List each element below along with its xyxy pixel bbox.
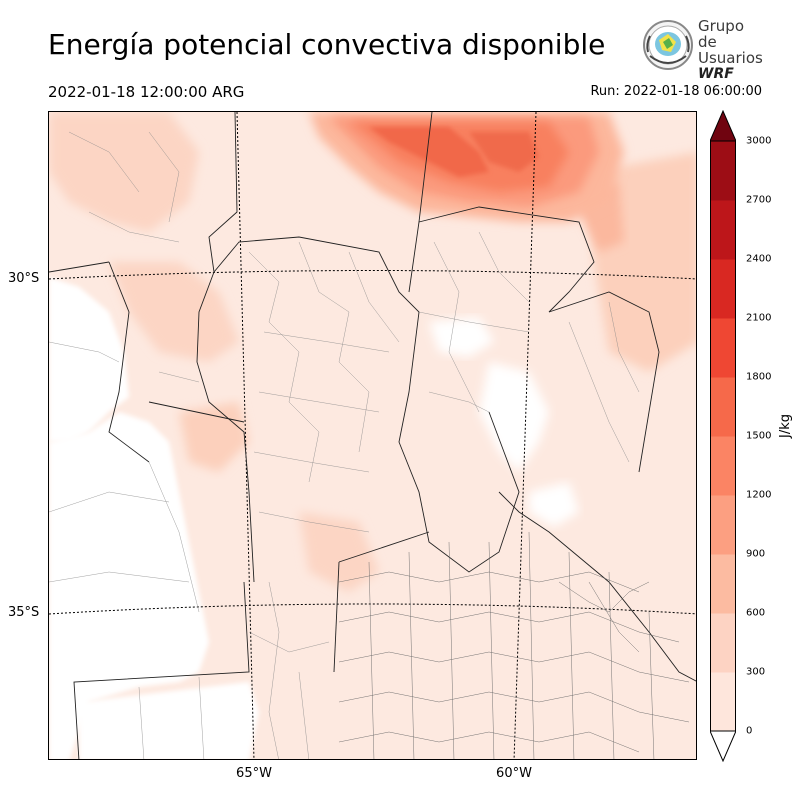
logo-line-3: WRF <box>698 66 734 82</box>
colorbar-tick-label: 3000 <box>746 135 772 147</box>
colorbar-tick-label: 0 <box>746 725 753 737</box>
logo-emblem-icon <box>643 20 693 70</box>
colorbar-band <box>710 141 736 201</box>
colorbar-over-extension <box>709 109 737 142</box>
colorbar-tick-label: 1500 <box>746 430 772 442</box>
latitude-label-35s: 35°S <box>8 605 40 620</box>
colorbar-under-extension <box>709 730 737 763</box>
colorbar-band <box>710 613 736 673</box>
wrf-group-logo: Grupo de Usuarios WRF <box>638 18 763 82</box>
colorbar-tick-label: 1200 <box>746 489 772 501</box>
colorbar-tick-label: 2700 <box>746 194 772 206</box>
colorbar-tick-label: 2400 <box>746 253 772 265</box>
colorbar-band <box>710 672 736 732</box>
colorbar-tick-label: 600 <box>746 607 766 619</box>
colorbar-band <box>710 495 736 555</box>
latitude-label-30s: 30°S <box>8 271 40 286</box>
valid-time-label: 2022-01-18 12:00:00 ARG <box>48 83 245 101</box>
logo-line-2: Usuarios <box>698 49 763 67</box>
colorbar-tick-label: 1800 <box>746 371 772 383</box>
colorbar-outline <box>710 140 736 732</box>
map-title: Energía potencial convectiva disponible <box>48 28 606 61</box>
colorbar-band <box>710 377 736 437</box>
longitude-label-65w: 65°W <box>236 766 272 781</box>
longitude-label-60w: 60°W <box>496 766 532 781</box>
cape-map <box>48 111 697 760</box>
colorbar-band <box>710 259 736 319</box>
colorbar-band <box>710 436 736 496</box>
colorbar-band <box>710 318 736 378</box>
run-time-label: Run: 2022-01-18 06:00:00 <box>590 84 762 99</box>
colorbar-scale <box>709 109 740 763</box>
colorbar-band <box>710 200 736 260</box>
colorbar-tick-label: 900 <box>746 548 766 560</box>
colorbar-tick-label: 300 <box>746 666 766 678</box>
colorbar-tick-label: 2100 <box>746 312 772 324</box>
cape-colorbar <box>709 109 740 763</box>
logo-line-1: Grupo de <box>698 17 744 51</box>
cape-map-canvas <box>49 112 696 759</box>
colorbar-band <box>710 554 736 614</box>
logo-text: Grupo de Usuarios WRF <box>698 18 763 82</box>
colorbar-unit-label: J/kg <box>778 414 793 438</box>
